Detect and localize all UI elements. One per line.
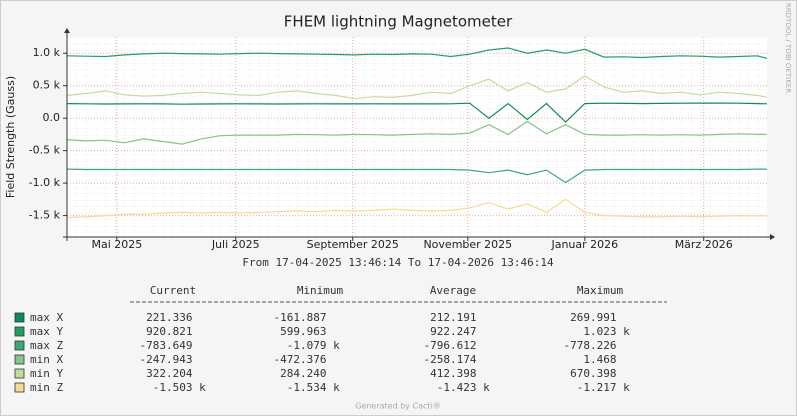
- y-tick-label: -1.5 k: [29, 209, 61, 222]
- legend-swatch: [14, 312, 25, 323]
- series-line: [66, 168, 767, 184]
- legend-column-header: Minimum: [297, 284, 344, 297]
- legend-column-header: Current: [150, 284, 196, 297]
- legend-value: -1.079 k: [287, 339, 340, 352]
- legend-entry: max X: [30, 311, 63, 324]
- series-line: [66, 198, 768, 219]
- x-tick-label: Mai 2025: [91, 238, 142, 251]
- y-tick-label: -0.5 k: [29, 144, 61, 157]
- legend-value: -796.612: [424, 339, 477, 352]
- legend: Current Minimum Average Maximum max X 221.336…: [14, 284, 630, 394]
- x-tick-label: Januar 2026: [550, 238, 618, 251]
- legend-value: 599.963: [280, 325, 326, 338]
- legend-value: -247.943: [140, 353, 193, 366]
- legend-value: -258.174: [424, 353, 477, 366]
- legend-value: 212.191: [430, 311, 476, 324]
- y-tick-label: 0.5 k: [33, 79, 61, 92]
- legend-value: -783.649: [140, 339, 193, 352]
- legend-value: -1.534 k: [287, 381, 340, 394]
- legend-value: 920.821: [146, 325, 192, 338]
- legend-value: -472.376: [274, 353, 327, 366]
- legend-entry: max Z: [30, 339, 63, 352]
- legend-entry: max Y: [30, 325, 63, 338]
- legend-value: 284.240: [280, 367, 326, 380]
- x-tick-label: Juli 2025: [211, 238, 260, 251]
- x-tick-label: März 2026: [675, 238, 733, 251]
- legend-swatch: [14, 382, 25, 393]
- legend-value: 922.247: [430, 325, 476, 338]
- grid: [67, 37, 767, 237]
- legend-value: 221.336: [146, 311, 192, 324]
- legend-value: 670.398: [570, 367, 616, 380]
- legend-entry: min X: [30, 353, 63, 366]
- legend-value: 412.398: [430, 367, 476, 380]
- series-line: [66, 102, 768, 123]
- legend-swatch: [14, 354, 25, 365]
- subtitle: From 17-04-2025 13:46:14 To 17-04-2026 1…: [242, 256, 554, 269]
- x-arrow: [770, 234, 775, 240]
- legend-value: -161.887: [274, 311, 327, 324]
- legend-value: -1.503 k: [153, 381, 206, 394]
- chart-title: FHEM lightning Magnetometer: [284, 13, 513, 31]
- series-line: [66, 47, 768, 59]
- legend-value: 1.468: [583, 353, 616, 366]
- legend-value: -778.226: [564, 339, 617, 352]
- legend-column-header: Maximum: [577, 284, 624, 297]
- legend-value: 1.023 k: [583, 325, 630, 338]
- minor-grid: [67, 37, 767, 237]
- x-tick-label: September 2025: [307, 238, 399, 251]
- series-line: [66, 75, 768, 100]
- axes: -1.5 k -1.0 k -0.5 k 0.0 0.5 k 1.0 k Mai 2025 J…: [29, 28, 775, 251]
- legend-value: -1.423 k: [437, 381, 490, 394]
- y-tick-label: -1.0 k: [29, 176, 61, 189]
- legend-column-header: Average: [430, 284, 476, 297]
- y-axis-label: Field Strength (Gauss): [4, 76, 17, 198]
- watermark: RRDTOOL / TOBI OETIKER: [784, 3, 792, 93]
- legend-swatch: [14, 326, 25, 337]
- legend-value: 322.204: [146, 367, 193, 380]
- y-tick-label: 1.0 k: [33, 46, 61, 59]
- legend-swatch: [14, 368, 25, 379]
- y-tick-label: 0.0: [43, 111, 61, 124]
- lines: [66, 47, 768, 219]
- legend-entry: min Y: [30, 367, 63, 380]
- footer: Generated by Cacti®: [355, 402, 441, 411]
- series-line: [66, 120, 768, 145]
- y-arrow: [64, 28, 70, 33]
- legend-swatch: [14, 340, 25, 351]
- legend-value: 269.991: [570, 311, 616, 324]
- legend-entry: min Z: [30, 381, 63, 394]
- x-tick-label: November 2025: [423, 238, 512, 251]
- legend-value: -1.217 k: [577, 381, 630, 394]
